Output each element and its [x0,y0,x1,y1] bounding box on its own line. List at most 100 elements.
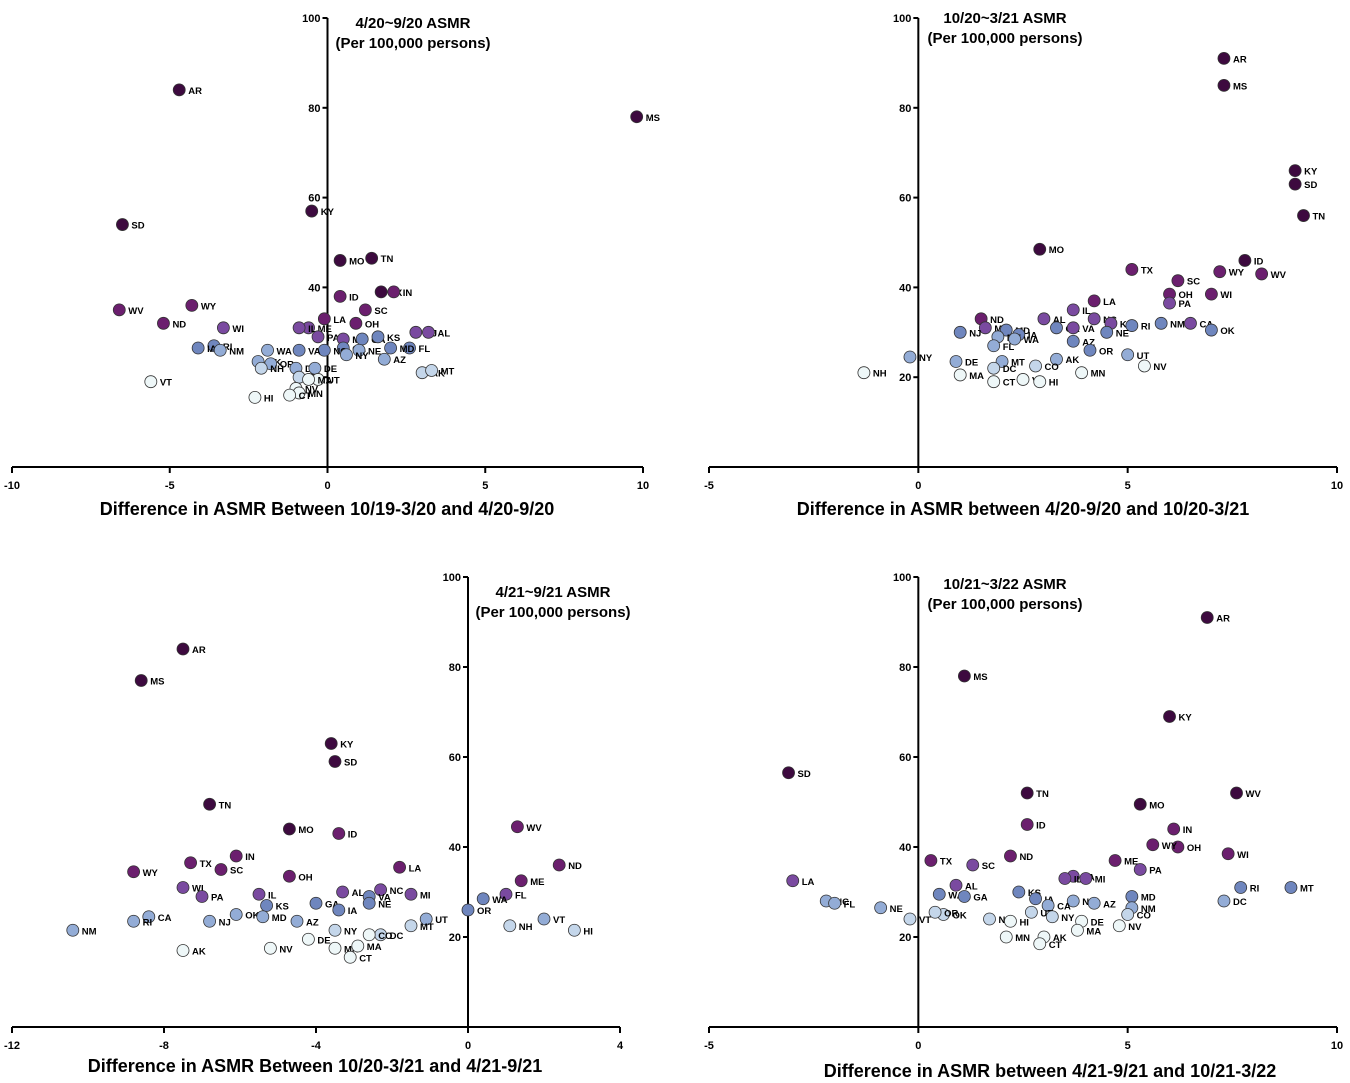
data-point-label: NC [835,897,849,908]
data-point [630,110,644,124]
data-point-label: NJ [219,917,231,928]
data-point-label: PA [1179,299,1192,310]
data-point-label: NV [1153,362,1167,373]
data-point-label: ND [990,315,1004,326]
data-point [1205,323,1218,337]
data-point-label: IA [207,344,217,355]
data-point [404,919,418,933]
data-point [282,822,296,836]
data-point-label: WA [948,890,963,901]
x-tick-label: 0 [915,1040,921,1052]
data-point-label: ID [1254,256,1264,267]
chart-title-line: 10/20~3/21 ASMR [943,10,1066,27]
data-point-label: ME [530,877,544,888]
data-point-label: KY [1304,167,1318,178]
data-point [328,941,342,955]
y-tick-label: 60 [899,193,911,205]
data-point-label: AK [431,369,445,380]
x-tick-label: 5 [1125,480,1131,492]
data-point [229,849,243,863]
data-point-label: MS [646,113,660,124]
data-point-label: DE [324,364,337,375]
data-point [203,914,217,928]
data-point [248,391,262,404]
data-point [1234,881,1248,894]
data-point [987,375,1001,389]
data-point [283,388,297,402]
data-point-label: NY [919,353,933,364]
x-tick-label: -5 [704,480,714,492]
data-point [1071,923,1084,937]
data-point [1066,303,1080,317]
data-point [1029,359,1042,373]
y-tick-label: 60 [308,193,320,205]
data-point [362,928,376,942]
data-point-label: NV [1128,922,1142,933]
data-point-label: RI [1250,884,1260,895]
data-point-label: MA [318,375,333,386]
data-point [1016,373,1030,386]
data-point-label: MT [441,366,455,377]
y-tick-label: 20 [899,932,911,944]
data-point-label: MS [973,672,987,683]
data-point-label: MT [420,922,434,933]
data-point-label: UT [1137,351,1150,362]
data-point [349,316,363,330]
data-point [928,905,942,919]
data-point [301,932,315,946]
data-point-label: DE [317,935,330,946]
data-point-label: VA [308,346,321,357]
data-point [254,361,268,375]
data-point [1079,872,1093,885]
data-point-label: IN [245,852,255,863]
chart-title-line: (Per 100,000 persons) [335,35,490,52]
x-tick-label: 10 [1331,1040,1343,1052]
x-tick-label: 5 [482,480,488,492]
data-point [999,930,1013,944]
data-point [1255,267,1269,281]
data-point [358,303,372,317]
data-point [142,910,156,924]
data-point-label: CT [1049,940,1062,951]
data-point [302,373,315,386]
data-point-label: PA [211,893,224,904]
data-point [1020,818,1034,831]
data-point-label: SC [230,866,243,877]
data-point [116,218,129,231]
data-point-label: HI [1049,378,1059,389]
data-point-label: LA [333,315,346,326]
data-point-label: ME [318,324,332,335]
data-point [309,896,323,910]
data-point-label: OR [477,906,491,917]
data-point-label: WV [128,306,144,317]
data-point-label: WV [1271,270,1287,281]
data-point [333,254,347,267]
data-point [874,901,888,915]
data-point-label: IL [268,890,277,901]
data-point [924,854,938,867]
y-tick-label: 100 [893,13,911,25]
data-point [1083,343,1097,357]
data-point [1100,325,1114,339]
data-point [112,303,126,317]
data-point-label: RI [143,917,153,928]
data-point [1087,294,1101,308]
data-point-label: MT [1300,884,1314,895]
data-point-label: MS [150,677,164,688]
data-point-label: CO [1045,362,1059,373]
data-point [377,352,391,366]
data-point-label: FL [515,890,527,901]
data-point [351,939,365,953]
chart-title-line: (Per 100,000 persons) [927,30,1082,47]
data-point [1045,910,1059,924]
data-point-label: MD [272,913,287,924]
data-point-label: CT [359,953,372,964]
data-point-label: MI [994,324,1005,335]
data-point [983,912,996,926]
y-tick-label: 80 [899,103,911,115]
data-point [1075,366,1089,380]
data-point-label: SD [798,769,811,780]
data-point-label: NM [1141,904,1156,915]
x-axis-label: Difference in ASMR between 4/21-9/21 and… [824,1061,1277,1081]
